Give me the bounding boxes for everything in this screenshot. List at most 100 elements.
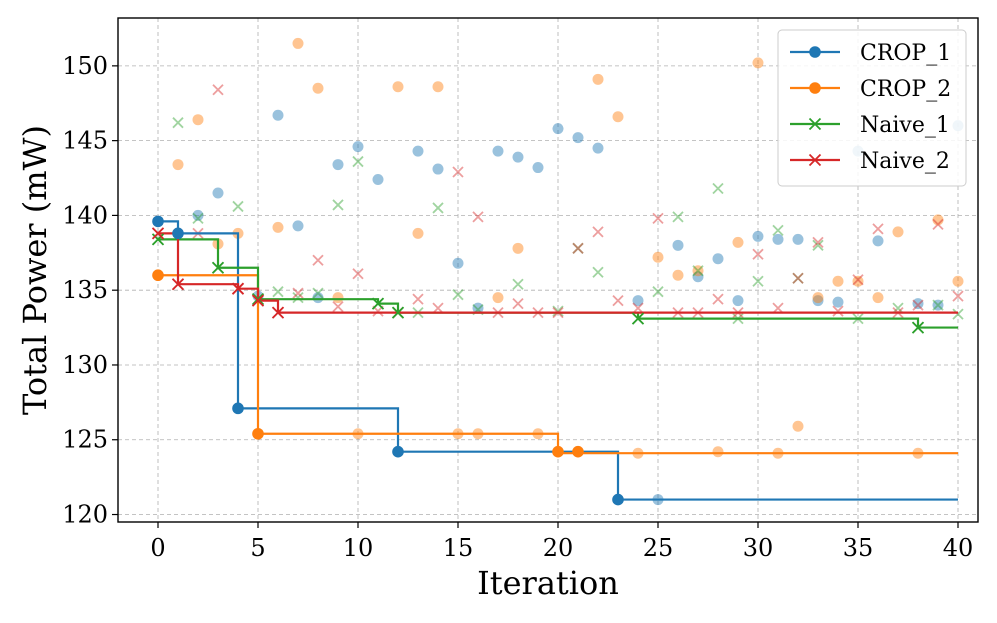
sample-point-naive-1 (792, 272, 804, 284)
sample-point-crop-2 (812, 292, 824, 304)
sample-point-naive-2 (292, 287, 304, 299)
improvement-marker-crop-2 (572, 445, 584, 458)
sample-point-naive-2 (572, 242, 584, 254)
sample-point-naive-1 (652, 286, 664, 298)
sample-point-naive-1 (932, 299, 944, 311)
sample-point-naive-1 (312, 287, 324, 299)
sample-point-crop-1 (772, 233, 784, 245)
sample-point-naive-2 (832, 305, 844, 317)
sample-point-naive-2 (792, 272, 804, 284)
best-line-crop-2 (158, 274, 958, 455)
sample-point-naive-2 (752, 248, 764, 260)
improvement-marker-crop-1 (152, 215, 164, 228)
sample-point-naive-2 (512, 298, 524, 310)
sample-point-crop-1 (692, 271, 704, 283)
sample-point-crop-2 (692, 265, 704, 277)
sample-point-crop-1 (492, 145, 504, 157)
sample-point-crop-1 (312, 292, 324, 304)
improvement-marker-crop-2 (552, 445, 564, 458)
sample-point-naive-1 (232, 200, 244, 213)
sample-point-crop-2 (892, 226, 904, 238)
sample-point-crop-1 (512, 151, 524, 163)
sample-point-naive-1 (332, 199, 344, 211)
best-line-crop-1 (158, 220, 958, 501)
legend-marker-naive-1 (808, 117, 822, 131)
improvement-marker-naive-1 (911, 321, 925, 334)
sample-point-crop-1 (872, 235, 884, 247)
sample-point-crop-1 (832, 296, 844, 308)
x-tick-label: 0 (150, 534, 165, 562)
improvement-marker-crop-1 (172, 227, 184, 240)
x-tick-label: 30 (743, 534, 774, 562)
improvement-marker-naive-2 (231, 282, 245, 295)
sample-point-crop-1 (292, 220, 304, 232)
y-tick-label: 135 (62, 276, 108, 304)
sample-point-naive-2 (452, 166, 464, 178)
sample-point-naive-1 (352, 155, 364, 168)
sample-point-crop-2 (512, 242, 524, 254)
sample-point-crop-2 (852, 275, 864, 287)
sample-point-crop-2 (712, 446, 724, 458)
sample-point-naive-2 (212, 84, 224, 96)
sample-point-crop-1 (472, 302, 484, 314)
improvement-marker-crop-1 (232, 402, 244, 415)
sample-point-crop-1 (352, 141, 364, 153)
y-tick-label: 145 (62, 127, 108, 155)
y-tick-label: 130 (62, 351, 108, 379)
x-tick-label: 5 (250, 534, 265, 562)
sample-point-crop-1 (932, 299, 944, 311)
sample-point-crop-1 (432, 163, 444, 175)
sample-point-crop-1 (212, 187, 224, 199)
sample-point-naive-1 (892, 302, 904, 314)
plot-frame (117, 17, 979, 523)
sample-point-crop-2 (432, 81, 444, 93)
sample-point-crop-1 (912, 298, 924, 310)
sample-point-crop-2 (272, 221, 284, 233)
sample-point-naive-2 (932, 218, 944, 231)
sample-point-crop-2 (872, 292, 884, 304)
sample-point-crop-2 (192, 114, 204, 126)
sample-point-naive-1 (592, 266, 604, 278)
sample-point-naive-1 (292, 292, 304, 304)
sample-point-crop-2 (312, 82, 324, 94)
sample-point-naive-2 (772, 302, 784, 314)
x-axis-label: Iteration (477, 564, 619, 602)
sample-point-crop-1 (812, 295, 824, 307)
sample-point-crop-2 (672, 269, 684, 281)
best-so-far-lines (158, 220, 958, 501)
x-tick-label: 25 (643, 534, 674, 562)
sample-point-crop-2 (732, 236, 744, 248)
sample-point-naive-1 (432, 202, 444, 214)
sample-point-naive-1 (712, 182, 724, 195)
sample-point-crop-1 (672, 239, 684, 251)
y-tick-label: 120 (62, 501, 108, 529)
sample-point-crop-1 (332, 159, 344, 171)
sample-point-naive-2 (652, 212, 664, 225)
sample-point-naive-2 (472, 211, 484, 223)
sample-point-naive-1 (552, 305, 564, 317)
sample-point-crop-2 (932, 214, 944, 226)
improvement-marker-crop-1 (392, 445, 404, 458)
sample-point-naive-2 (712, 293, 724, 305)
sample-point-naive-1 (752, 275, 764, 287)
x-tick-label: 10 (343, 534, 374, 562)
y-tick-label: 140 (62, 201, 108, 229)
improvement-marker-crop-1 (612, 493, 624, 506)
sample-point-crop-1 (532, 162, 544, 174)
sample-point-crop-1 (192, 209, 204, 221)
legend-label-naive-1: Naive_1 (860, 113, 950, 138)
sample-point-naive-2 (412, 293, 424, 305)
sample-point-crop-2 (832, 275, 844, 287)
sample-point-naive-1 (452, 289, 464, 301)
sample-point-crop-2 (172, 159, 184, 171)
sample-point-crop-1 (732, 295, 744, 307)
legend-label-crop-2: CROP_2 (860, 77, 951, 102)
improvement-marker-naive-1 (251, 293, 265, 306)
sample-point-naive-2 (312, 254, 324, 266)
best-line-naive-2 (158, 232, 958, 314)
improvement-marker-naive-2 (151, 227, 165, 240)
improvement-marker-naive-1 (391, 306, 405, 319)
x-tick-label: 40 (943, 534, 974, 562)
sample-point-crop-2 (412, 227, 424, 239)
sample-point-naive-1 (172, 117, 184, 129)
